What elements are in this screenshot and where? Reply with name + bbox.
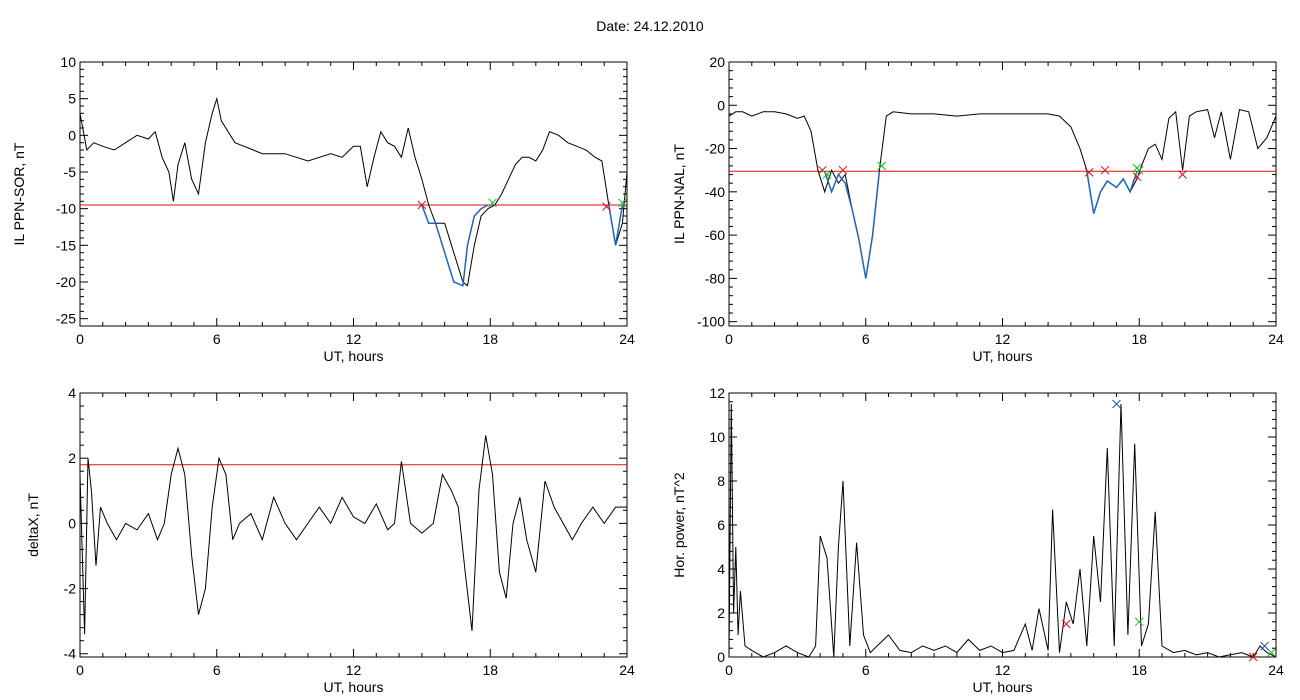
y-tick-label: -10 <box>56 201 76 217</box>
y-tick-label: 4 <box>717 561 725 577</box>
series-line-2 <box>421 204 489 287</box>
green-marker <box>1267 648 1276 657</box>
green-marker <box>488 198 497 208</box>
blue-marker <box>1112 399 1121 409</box>
green-marker <box>822 170 832 179</box>
red-marker <box>1100 165 1110 175</box>
x-tick-label: 0 <box>725 331 733 347</box>
y-tick-label: -20 <box>56 274 76 290</box>
y-axis-label: IL PPN-SOR, nT <box>11 142 27 245</box>
series-line-1 <box>80 435 627 635</box>
y-tick-label: -15 <box>56 237 76 253</box>
plot-frame <box>79 61 628 327</box>
green-marker <box>877 161 887 171</box>
series-line-3 <box>1086 171 1138 214</box>
red-marker <box>1178 170 1187 179</box>
x-tick-label: 6 <box>213 662 221 678</box>
x-tick-label: 0 <box>725 662 733 678</box>
series-line-1 <box>80 96 627 287</box>
plot-frame <box>728 61 1277 327</box>
x-axis-label: UT, hours <box>973 348 1033 364</box>
x-axis-label: UT, hours <box>324 679 384 695</box>
red-marker <box>1061 619 1071 629</box>
y-tick-label: 12 <box>709 385 725 401</box>
x-axis-label: UT, hours <box>973 679 1033 695</box>
red-marker <box>1248 652 1258 662</box>
y-tick-label: 6 <box>717 517 725 533</box>
y-tick-label: 2 <box>717 605 725 621</box>
x-tick-label: 6 <box>862 331 870 347</box>
chart-panel-4: 0 6 12 18 24 12 10 8 6 4 2 0 UT, hours Hor. power, nT… <box>671 385 1284 695</box>
red-marker <box>602 202 611 211</box>
x-tick-label: 12 <box>346 331 362 347</box>
y-tick-label: 20 <box>709 54 725 70</box>
red-marker <box>1084 168 1094 177</box>
y-tick-label: 5 <box>68 91 76 107</box>
x-tick-label: 24 <box>619 331 635 347</box>
y-tick-label: 0 <box>717 649 725 665</box>
red-marker <box>838 165 848 175</box>
y-tick-label: 0 <box>68 515 76 531</box>
x-tick-label: 0 <box>76 331 84 347</box>
x-tick-label: 12 <box>995 331 1011 347</box>
green-marker <box>1134 617 1144 627</box>
series-line-1 <box>729 108 1276 279</box>
y-tick-label: -5 <box>64 164 77 180</box>
series-line-3 <box>608 204 624 246</box>
plot-frame <box>79 392 628 658</box>
chart-panel-1: 0 6 12 18 24 10 5 0 -5 -10 -15 -20 -25 UT, hours IL PP… <box>11 54 635 364</box>
y-axis-label: deltaX, nT <box>25 493 41 557</box>
x-tick-label: 18 <box>1131 331 1147 347</box>
x-tick-label: 0 <box>76 662 84 678</box>
red-marker <box>1132 172 1142 182</box>
y-axis-label: IL PPN-NAL, nT <box>671 144 687 244</box>
y-tick-label: 0 <box>717 97 725 113</box>
y-tick-label: 4 <box>68 385 76 401</box>
blue-marker <box>1260 641 1269 651</box>
chart-panel-2: 0 6 12 18 24 20 0 -20 -40 -60 -80 -100 UT, hours IL P… <box>671 54 1284 364</box>
x-tick-label: 12 <box>995 662 1011 678</box>
x-tick-label: 18 <box>1131 662 1147 678</box>
x-tick-label: 24 <box>1268 331 1284 347</box>
red-marker <box>417 200 427 210</box>
x-axis-label: UT, hours <box>324 348 384 364</box>
chart-panel-3: 0 6 12 18 24 4 2 0 -2 -4 UT, hours deltaX, nT <box>25 385 635 695</box>
x-tick-label: 18 <box>482 662 498 678</box>
x-tick-label: 24 <box>619 662 635 678</box>
y-tick-label: 8 <box>717 473 725 489</box>
y-axis-label: Hor. power, nT^2 <box>671 472 687 578</box>
green-marker <box>1134 165 1144 175</box>
x-tick-label: 12 <box>346 662 362 678</box>
y-tick-label: 0 <box>68 127 76 143</box>
series-line-2 <box>823 171 881 279</box>
plot-frame <box>728 392 1277 658</box>
y-tick-label: -100 <box>697 314 725 330</box>
y-tick-label: -25 <box>56 311 76 327</box>
x-tick-label: 24 <box>1268 662 1284 678</box>
y-tick-label: -40 <box>705 184 725 200</box>
x-tick-label: 6 <box>213 331 221 347</box>
page-title: Date: 24.12.2010 <box>596 18 704 34</box>
x-tick-label: 18 <box>482 331 498 347</box>
y-tick-label: -80 <box>705 270 725 286</box>
y-tick-label: 10 <box>60 54 76 70</box>
y-tick-label: -2 <box>64 581 77 597</box>
x-tick-label: 6 <box>862 662 870 678</box>
series-line-1 <box>729 403 1276 657</box>
y-tick-label: -20 <box>705 141 725 157</box>
y-tick-label: 2 <box>68 450 76 466</box>
y-tick-label: -60 <box>705 227 725 243</box>
y-tick-label: -4 <box>64 646 77 662</box>
green-marker <box>618 198 627 208</box>
y-tick-label: 10 <box>709 429 725 445</box>
